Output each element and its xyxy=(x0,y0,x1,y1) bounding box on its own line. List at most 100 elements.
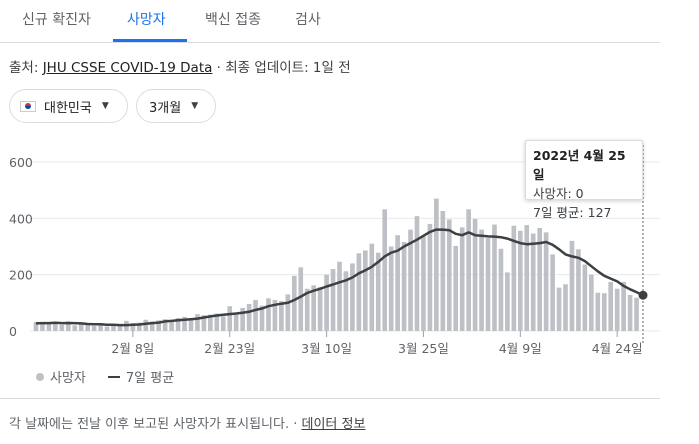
deaths-bar xyxy=(324,274,329,331)
deaths-bar xyxy=(627,294,633,331)
y-tick-label: 200 xyxy=(9,268,33,283)
deaths-bar xyxy=(33,321,39,331)
deaths-bar xyxy=(259,305,265,331)
deaths-bar xyxy=(266,298,271,331)
tab-vaccinations[interactable]: 백신 접종 xyxy=(205,12,261,28)
deaths-bar xyxy=(550,254,555,331)
deaths-bar xyxy=(614,288,620,331)
deaths-bar xyxy=(246,303,252,331)
legend-average: 7일 평균 xyxy=(125,371,175,386)
deaths-bar xyxy=(363,250,368,331)
deaths-bar xyxy=(253,300,258,331)
tab-bar: 신규 확진자 사망자 백신 접종 검사 xyxy=(0,0,660,43)
x-tick-label: 2월 23일 xyxy=(204,341,255,356)
deaths-bar xyxy=(369,243,375,331)
deaths-bar xyxy=(227,306,233,331)
deaths-bar xyxy=(104,326,110,331)
deaths-bar xyxy=(524,225,530,331)
deaths-bar xyxy=(208,314,213,331)
deaths-bar xyxy=(427,223,433,331)
deaths-bar xyxy=(601,293,607,331)
deaths-bar xyxy=(485,238,491,331)
tab-tests[interactable]: 검사 xyxy=(295,12,321,28)
y-tick-label: 400 xyxy=(9,211,33,226)
deaths-bar xyxy=(72,325,78,331)
x-tick-label: 4월 24일 xyxy=(592,341,643,356)
deaths-bar xyxy=(85,324,90,331)
deaths-bar xyxy=(149,321,155,331)
deaths-bar xyxy=(233,314,239,331)
deaths-bar xyxy=(401,241,407,331)
x-tick-label: 2월 8일 xyxy=(111,341,154,356)
dropdown-arrow-icon: ▼ xyxy=(101,101,109,111)
source-link[interactable]: JHU CSSE COVID-19 Data xyxy=(42,60,213,76)
deaths-bar xyxy=(356,253,362,331)
deaths-bar xyxy=(337,261,342,331)
deaths-bar xyxy=(459,227,465,331)
x-tick-label: 4월 9일 xyxy=(499,341,542,356)
deaths-bar xyxy=(375,252,381,331)
deaths-bar xyxy=(634,297,639,331)
deaths-bar xyxy=(569,240,575,331)
deaths-bar xyxy=(220,316,226,331)
deaths-bar xyxy=(556,287,562,331)
country-select[interactable]: 대한민국 ▼ xyxy=(9,89,128,123)
deaths-bar xyxy=(446,219,452,331)
deaths-bar xyxy=(53,322,58,331)
footer-text: 각 날짜에는 전날 이후 보고된 사망자가 표시됩니다. · xyxy=(9,417,302,432)
deaths-bar xyxy=(214,313,220,331)
y-tick-label: 600 xyxy=(9,155,33,170)
bar-legend-swatch xyxy=(36,372,44,381)
legend-deaths: 사망자 xyxy=(50,371,86,386)
tab-deaths[interactable]: 사망자 xyxy=(127,12,166,28)
deaths-bar xyxy=(472,218,478,331)
period-label: 3개월 xyxy=(149,100,182,116)
deaths-bar xyxy=(440,211,446,331)
deaths-bar xyxy=(414,216,420,331)
deaths-bar xyxy=(78,323,84,331)
deaths-bar xyxy=(421,236,426,331)
active-tab-indicator xyxy=(113,39,187,42)
deaths-bar xyxy=(408,229,413,331)
x-tick-label: 3월 25일 xyxy=(398,341,449,356)
deaths-bar xyxy=(285,294,291,331)
deaths-bar xyxy=(156,320,162,331)
tab-new-cases[interactable]: 신규 확진자 xyxy=(22,12,91,28)
source-prefix: 출처: xyxy=(9,60,43,76)
deaths-bar xyxy=(279,301,284,331)
deaths-chart[interactable]: 0 200 400 600 2월 8일 2월 23일 3월 10일 3월 25일 4월 9일 4… xyxy=(0,125,660,360)
deaths-bar xyxy=(272,300,278,331)
deaths-bar xyxy=(343,271,349,331)
deaths-bar xyxy=(98,324,103,331)
deaths-bar xyxy=(479,229,484,331)
deaths-bar xyxy=(304,288,310,331)
period-select[interactable]: 3개월 ▼ xyxy=(136,89,216,123)
deaths-bar xyxy=(136,322,142,331)
deaths-bar xyxy=(46,323,52,331)
x-tick-label: 3월 10일 xyxy=(301,341,352,356)
deaths-bar xyxy=(175,318,181,331)
deaths-bar xyxy=(563,284,568,331)
tooltip-date: 2022년 4월 25일 xyxy=(533,148,626,182)
source-line: 출처: JHU CSSE COVID-19 Data · 최종 업데이트: 1일… xyxy=(9,56,351,76)
deaths-bar xyxy=(395,235,400,331)
deaths-bar xyxy=(65,321,71,331)
korea-flag-icon xyxy=(20,100,36,112)
tooltip-average: 7일 평균: 127 xyxy=(533,205,612,220)
country-label: 대한민국 xyxy=(44,100,92,116)
deaths-bar xyxy=(576,249,581,331)
deaths-bar xyxy=(511,225,517,331)
deaths-bar xyxy=(621,281,626,331)
deaths-bar xyxy=(143,319,149,331)
deaths-bar xyxy=(492,224,497,331)
data-info-link[interactable]: 데이터 정보 xyxy=(301,417,366,432)
deaths-bar xyxy=(388,246,394,331)
footer-note: 각 날짜에는 전날 이후 보고된 사망자가 표시됩니다. · 데이터 정보 xyxy=(9,413,365,432)
deaths-bar xyxy=(608,281,614,331)
deaths-bar xyxy=(201,315,207,331)
deaths-bar xyxy=(169,320,174,331)
deaths-bar xyxy=(182,316,187,331)
y-tick-label: 0 xyxy=(9,324,17,339)
deaths-bar xyxy=(240,307,245,331)
deaths-bar xyxy=(317,287,323,331)
